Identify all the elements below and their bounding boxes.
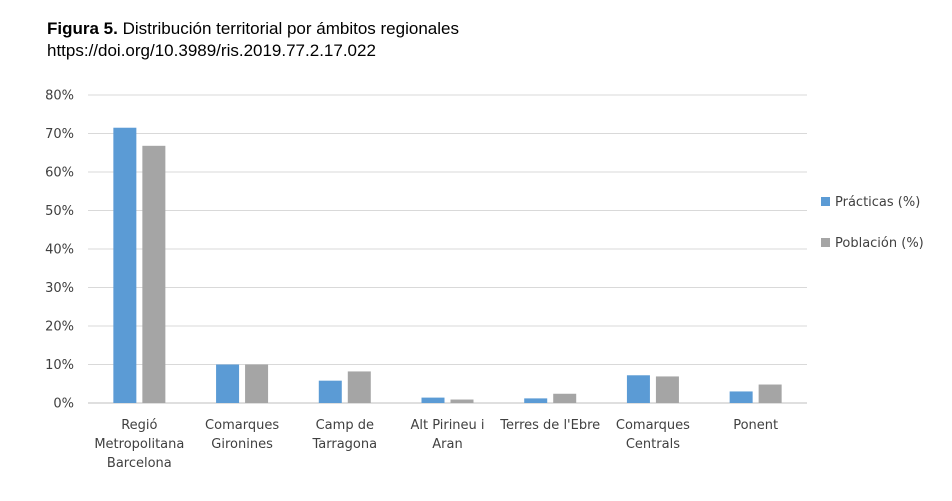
figure-doi: https://doi.org/10.3989/ris.2019.77.2.17… [47, 41, 376, 60]
bar-poblacion [758, 384, 782, 403]
bar-practicas [216, 364, 240, 403]
legend-label: Prácticas (%) [835, 195, 920, 210]
bar-practicas [113, 127, 137, 403]
bar-poblacion [347, 371, 371, 403]
y-tick-label: 10% [45, 358, 74, 373]
x-category-label: Terres de l'Ebre [499, 418, 600, 433]
bar-practicas [524, 398, 548, 403]
legend-swatch [821, 197, 830, 206]
y-tick-label: 30% [45, 281, 74, 296]
bar-practicas [318, 380, 342, 403]
bar-poblacion [450, 399, 474, 403]
y-tick-label: 70% [45, 127, 74, 142]
y-tick-label: 0% [53, 397, 74, 412]
y-tick-label: 80% [45, 89, 74, 104]
x-category-label: Ponent [733, 418, 778, 433]
x-category-label: Alt Pirineu i Aran [410, 418, 484, 452]
bar-practicas [729, 391, 753, 403]
bar-poblacion [142, 145, 166, 403]
x-category-label: Comarques Gironines [205, 418, 279, 452]
x-category-label: Regió Metropolitana Barcelona [94, 418, 184, 471]
legend-label: Población (%) [835, 236, 924, 251]
x-category-label: Comarques Centrals [616, 418, 690, 452]
figure-label: Figura 5. [47, 19, 118, 38]
bar-poblacion [655, 376, 679, 403]
bar-poblacion [245, 364, 269, 403]
y-tick-label: 20% [45, 320, 74, 335]
y-tick-label: 50% [45, 204, 74, 219]
bar-practicas [421, 397, 445, 403]
bar-practicas [626, 375, 650, 403]
x-category-label: Camp de Tarragona [311, 418, 377, 452]
legend-swatch [821, 238, 830, 247]
y-tick-label: 60% [45, 166, 74, 181]
figure-title: Distribución territorial por ámbitos reg… [122, 19, 459, 38]
bar-poblacion [553, 393, 577, 403]
y-tick-label: 40% [45, 243, 74, 258]
figure-caption: Figura 5. Distribución territorial por á… [47, 18, 459, 62]
